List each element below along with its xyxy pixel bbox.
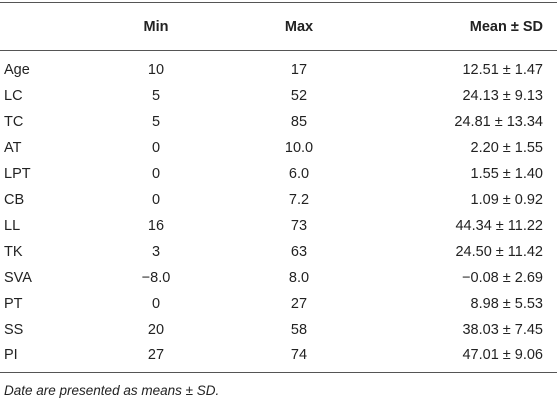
cell-max: 10.0 xyxy=(284,139,314,156)
cell-mean-sd: 44.34 ± 11.22 xyxy=(455,217,543,234)
cell-parameter: TK xyxy=(4,243,23,260)
header-parameter xyxy=(0,2,102,51)
cell-min: 10 xyxy=(147,61,165,78)
statistics-table-container: Min Max Mean ± SD Age 10 17 12.51 ± 1.47… xyxy=(0,2,557,373)
cell-parameter: Age xyxy=(4,61,30,78)
table-row: LPT 0 6.0 1.55 ± 1.40 xyxy=(0,161,557,187)
cell-mean-sd: 38.03 ± 7.45 xyxy=(462,321,543,338)
table-row: TC 5 85 24.81 ± 13.34 xyxy=(0,109,557,135)
table-row: SS 20 58 38.03 ± 7.45 xyxy=(0,317,557,343)
header-mean-sd: Mean ± SD xyxy=(388,2,557,51)
cell-min: 0 xyxy=(151,191,161,208)
cell-mean-sd: −0.08 ± 2.69 xyxy=(462,269,543,286)
cell-mean-sd: 24.50 ± 11.42 xyxy=(455,243,543,260)
table-row: SVA −8.0 8.0 −0.08 ± 2.69 xyxy=(0,265,557,291)
cell-parameter: LPT xyxy=(4,165,31,182)
cell-min: −8.0 xyxy=(141,269,171,286)
table-footnote: Date are presented as means ± SD. xyxy=(4,383,220,398)
cell-min: 20 xyxy=(147,321,165,338)
table-row: PI 27 74 47.01 ± 9.06 xyxy=(0,342,557,373)
cell-parameter: PI xyxy=(0,342,102,373)
cell-parameter: TC xyxy=(4,113,24,130)
table-header: Min Max Mean ± SD xyxy=(0,2,557,51)
table-row: LL 16 73 44.34 ± 11.22 xyxy=(0,213,557,239)
cell-mean-sd: 24.13 ± 9.13 xyxy=(462,87,543,104)
table-body: Age 10 17 12.51 ± 1.47 LC 5 52 24.13 ± 9… xyxy=(0,51,557,373)
cell-mean-sd: 24.81 ± 13.34 xyxy=(454,113,543,130)
cell-parameter: PT xyxy=(4,295,23,312)
cell-mean-sd: 12.51 ± 1.47 xyxy=(462,61,543,78)
table-row: CB 0 7.2 1.09 ± 0.92 xyxy=(0,187,557,213)
cell-parameter: LC xyxy=(4,87,23,104)
cell-parameter: LL xyxy=(4,217,21,234)
header-max: Max xyxy=(210,2,388,51)
cell-min: 16 xyxy=(147,217,165,234)
cell-min: 5 xyxy=(151,87,161,104)
table-row: LC 5 52 24.13 ± 9.13 xyxy=(0,83,557,109)
table-row: PT 0 27 8.98 ± 5.53 xyxy=(0,291,557,317)
table-row: TK 3 63 24.50 ± 11.42 xyxy=(0,239,557,265)
cell-min: 27 xyxy=(102,342,210,373)
cell-max: 7.2 xyxy=(288,191,310,208)
header-min: Min xyxy=(102,2,210,51)
cell-max: 85 xyxy=(290,113,308,130)
statistics-table: Min Max Mean ± SD Age 10 17 12.51 ± 1.47… xyxy=(0,2,557,373)
cell-max: 27 xyxy=(290,295,308,312)
cell-parameter: SVA xyxy=(4,269,32,286)
cell-min: 0 xyxy=(151,165,161,182)
cell-min: 0 xyxy=(151,139,161,156)
cell-max: 74 xyxy=(210,342,388,373)
cell-min: 0 xyxy=(151,295,161,312)
cell-max: 6.0 xyxy=(288,165,310,182)
table-row: AT 0 10.0 2.20 ± 1.55 xyxy=(0,135,557,161)
cell-max: 73 xyxy=(290,217,308,234)
table-row: Age 10 17 12.51 ± 1.47 xyxy=(0,51,557,83)
cell-parameter: CB xyxy=(4,191,25,208)
cell-parameter: AT xyxy=(4,139,22,156)
cell-mean-sd: 1.55 ± 1.40 xyxy=(470,165,543,182)
cell-max: 17 xyxy=(290,61,308,78)
cell-min: 5 xyxy=(151,113,161,130)
cell-max: 58 xyxy=(290,321,308,338)
cell-mean-sd: 47.01 ± 9.06 xyxy=(388,342,557,373)
cell-mean-sd: 1.09 ± 0.92 xyxy=(470,191,543,208)
cell-max: 8.0 xyxy=(288,269,310,286)
cell-max: 52 xyxy=(290,87,308,104)
cell-parameter: SS xyxy=(4,321,24,338)
cell-max: 63 xyxy=(290,243,308,260)
cell-mean-sd: 8.98 ± 5.53 xyxy=(470,295,543,312)
cell-min: 3 xyxy=(151,243,161,260)
cell-mean-sd: 2.20 ± 1.55 xyxy=(470,139,543,156)
header-row: Min Max Mean ± SD xyxy=(0,2,557,51)
